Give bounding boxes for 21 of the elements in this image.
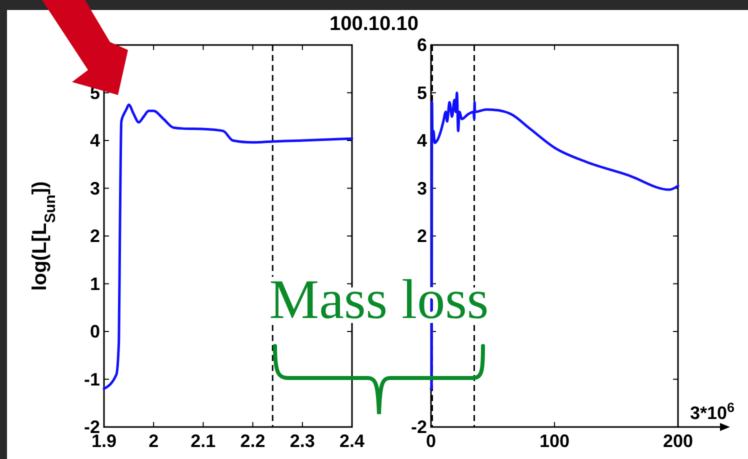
y-tick-label: 3 xyxy=(90,178,100,198)
x-tick-label: 2.3 xyxy=(290,431,315,451)
y-tick-label: 0 xyxy=(90,322,100,342)
chart-title: 100.10.10 xyxy=(330,13,418,35)
y-tick-label: 1 xyxy=(90,274,100,294)
y-tick-label: -2 xyxy=(410,417,427,437)
x-tick-label: 2.1 xyxy=(190,431,216,451)
y-tick-label: 3 xyxy=(416,178,427,198)
y-tick-label: 6 xyxy=(416,35,427,55)
x-tick-label: 100 xyxy=(539,431,570,451)
x-axis-title: 3*10$^{6}$ xyxy=(690,400,736,423)
y-tick-label: 4 xyxy=(416,130,427,150)
x-tick-label: 2.2 xyxy=(240,431,266,451)
y-tick-label: 4 xyxy=(90,130,100,150)
x-tick-label: 2.4 xyxy=(339,431,365,451)
x-tick-label: 200 xyxy=(662,431,694,451)
x-tick-label: 2 xyxy=(148,431,159,451)
y-tick-label: -1 xyxy=(84,369,100,390)
y-tick-label: 2 xyxy=(416,226,427,246)
y-tick-label: 2 xyxy=(90,226,100,246)
y-tick-label: 5 xyxy=(416,82,427,103)
